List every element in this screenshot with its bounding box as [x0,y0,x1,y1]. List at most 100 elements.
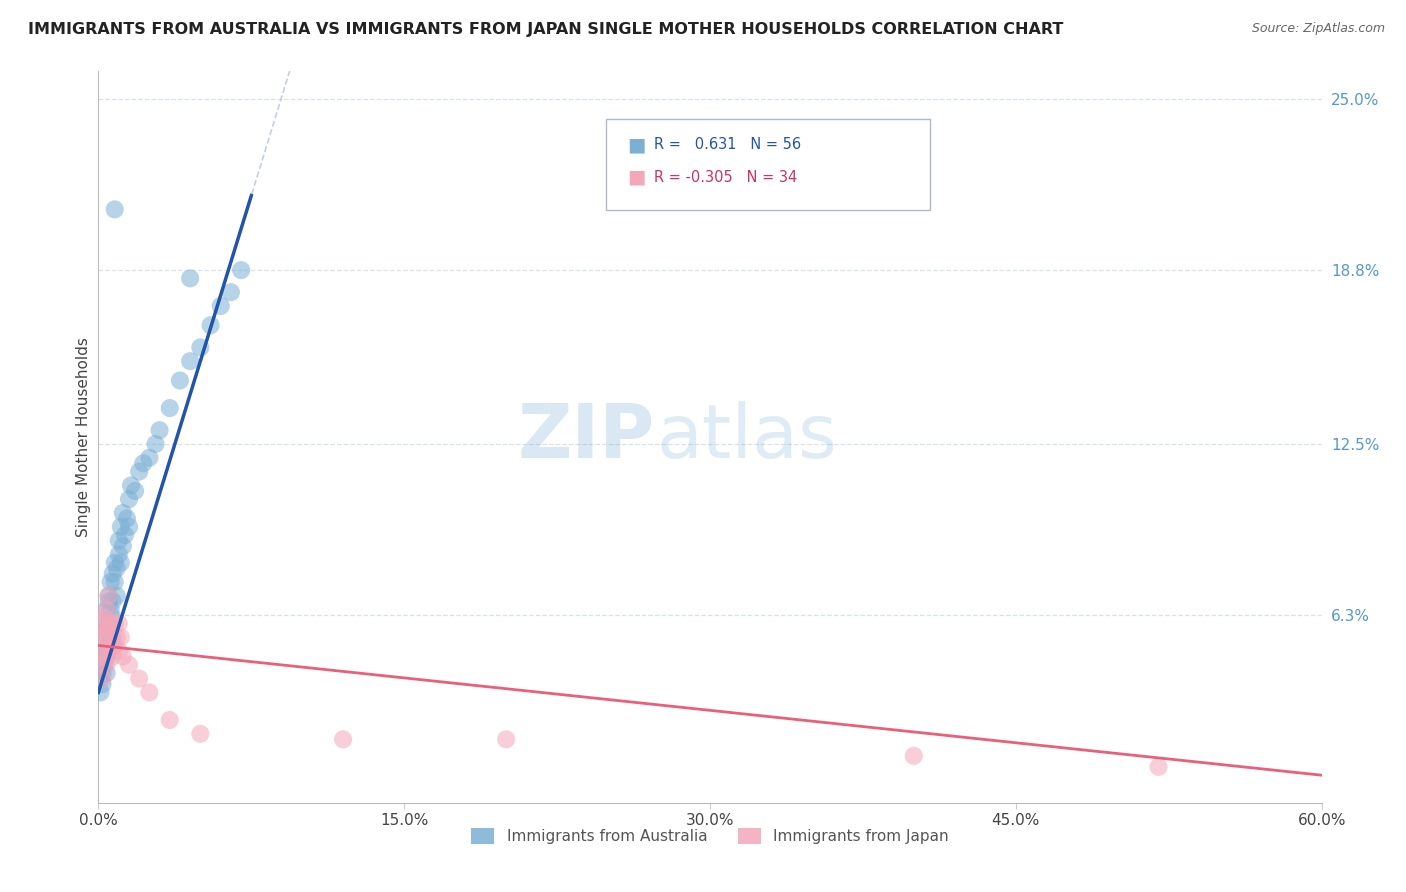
Point [104,556,127,570]
Point [96,657,118,672]
Point [96,649,118,664]
Point [209,299,232,313]
Point [105,589,128,603]
Point [111,539,134,553]
Point [495,732,517,747]
Point [89,685,111,699]
Text: IMMIGRANTS FROM AUSTRALIA VS IMMIGRANTS FROM JAPAN SINGLE MOTHER HOUSEHOLDS CORR: IMMIGRANTS FROM AUSTRALIA VS IMMIGRANTS … [28,22,1063,37]
Point [169,374,191,388]
Legend: Immigrants from Australia, Immigrants from Japan: Immigrants from Australia, Immigrants fr… [465,822,955,850]
Point [91,649,114,664]
Point [93,611,115,625]
Point [97,616,120,631]
Point [110,520,132,534]
Point [93,657,115,672]
Point [219,285,242,300]
Point [96,666,118,681]
Point [104,574,127,589]
Point [97,589,120,603]
Point [179,354,201,368]
Point [97,594,120,608]
Text: ■: ■ [627,168,645,187]
Point [188,727,212,741]
Point [138,450,160,465]
Point [104,202,127,217]
Point [114,528,136,542]
Point [101,649,124,664]
Point [93,630,115,644]
Point [89,630,111,644]
Point [100,574,122,589]
Point [97,622,120,636]
Point [97,589,120,603]
Point [132,456,155,470]
Point [100,639,122,653]
Point [96,622,118,636]
Point [91,616,114,631]
Point [145,437,167,451]
Point [149,423,172,437]
Point [89,657,111,672]
Point [100,622,122,636]
Point [100,602,122,616]
Point [101,566,124,581]
Point [111,506,134,520]
Text: Source: ZipAtlas.com: Source: ZipAtlas.com [1251,22,1385,36]
Point [93,649,115,664]
Point [89,657,111,672]
Point [91,644,114,658]
Point [100,630,122,644]
Text: R =   0.631   N = 56: R = 0.631 N = 56 [654,137,801,152]
FancyBboxPatch shape [606,119,931,211]
Point [93,630,115,644]
Point [115,511,138,525]
Text: ZIP: ZIP [517,401,655,474]
Point [110,630,132,644]
Point [124,483,146,498]
Point [108,616,131,631]
Point [200,318,222,333]
Point [231,263,253,277]
Point [138,685,160,699]
Point [101,630,124,644]
Point [108,548,131,562]
Point [110,556,132,570]
Point [118,657,141,672]
Text: ■: ■ [627,135,645,154]
Point [159,401,181,416]
Point [96,602,118,616]
Point [105,630,128,644]
Point [111,649,134,664]
Point [104,616,127,631]
Point [104,639,127,653]
Point [93,616,115,631]
Point [108,644,131,658]
Point [128,465,150,479]
Point [96,622,118,636]
Point [179,271,201,285]
Point [1147,760,1170,774]
Point [159,713,181,727]
Point [120,478,142,492]
Point [903,748,925,763]
Point [91,672,114,686]
Point [188,340,212,354]
Text: atlas: atlas [657,401,837,474]
Y-axis label: Single Mother Households: Single Mother Households [76,337,91,537]
Point [118,492,141,507]
Point [108,533,131,548]
Point [101,594,124,608]
Point [91,666,114,681]
Text: R = -0.305   N = 34: R = -0.305 N = 34 [654,169,797,185]
Point [91,644,114,658]
Point [118,520,141,534]
Point [97,644,120,658]
Point [97,639,120,653]
Point [101,611,124,625]
Point [91,677,114,691]
Point [96,602,118,616]
Point [332,732,354,747]
Point [89,672,111,686]
Point [105,561,128,575]
Point [128,672,150,686]
